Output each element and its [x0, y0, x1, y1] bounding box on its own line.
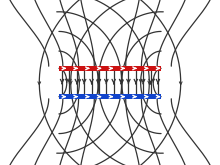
Bar — [59, 95, 161, 99]
Bar — [59, 66, 161, 70]
